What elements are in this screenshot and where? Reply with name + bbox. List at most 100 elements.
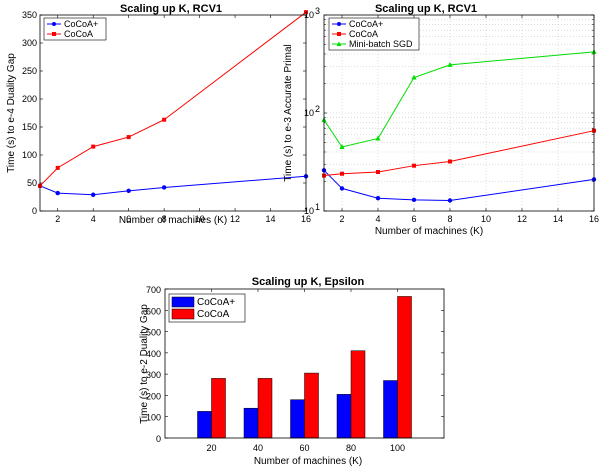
y-tick-exponent: 2 xyxy=(315,104,320,114)
y-tick-label: 600 xyxy=(146,306,161,316)
bar-cocoa xyxy=(305,373,319,438)
legend-label: Mini-batch SGD xyxy=(349,39,413,49)
data-point-cocoa-plus xyxy=(412,198,416,202)
chart-title: Scaling up K, RCV1 xyxy=(120,3,222,15)
y-tick-label: 500 xyxy=(146,328,161,338)
data-point-cocoa-plus xyxy=(126,189,130,193)
x-tick-label: 14 xyxy=(553,214,563,224)
chart-duality-gap-rcv1: Scaling up K, RCV1 Number of machines (K… xyxy=(6,3,311,226)
data-point-cocoa-plus xyxy=(340,186,344,190)
y-tick-label: 100 xyxy=(146,413,161,423)
legend-item-cocoa: CoCoA xyxy=(172,309,230,320)
data-point-cocoa xyxy=(376,170,380,174)
bar-cocoa xyxy=(258,378,272,438)
legend-marker xyxy=(52,32,56,36)
legend-label: CoCoA xyxy=(349,29,378,39)
data-point-cocoa-plus xyxy=(91,193,95,197)
chart-duality-gap-epsilon: Scaling up K, Epsilon Number of machines… xyxy=(139,276,444,467)
legend-label: CoCoA xyxy=(64,29,93,39)
x-tick-label: 10 xyxy=(481,214,491,224)
data-point-cocoa-plus xyxy=(162,185,166,189)
bar-cocoa xyxy=(398,296,412,438)
y-axis-label: Time (s) to e-4 Duality Gap xyxy=(6,53,17,173)
data-point-cocoa-plus xyxy=(376,196,380,200)
data-point-cocoa xyxy=(340,172,344,176)
y-tick-label: 400 xyxy=(146,349,161,359)
bar-cocoa-plus xyxy=(291,400,305,438)
y-tick-label: 200 xyxy=(146,391,161,401)
legend-swatch xyxy=(172,297,194,307)
series-line-cocoa-plus xyxy=(40,176,306,194)
legend-label: CoCoA+ xyxy=(64,19,98,29)
y-tick-label: 10 xyxy=(304,10,314,20)
x-tick-label: 40 xyxy=(253,443,263,453)
x-tick-label: 80 xyxy=(346,443,356,453)
legend-marker xyxy=(337,22,341,26)
ticks: 2 4 6 8 10 12 14 16 0 50 100 150 200 250 300 350 xyxy=(22,10,311,224)
y-tick-label: 300 xyxy=(146,370,161,380)
bar-cocoa xyxy=(351,351,365,438)
legend: CoCoA+ CoCoA Mini-batch SGD xyxy=(329,18,419,50)
y-tick-label: 300 xyxy=(22,38,37,48)
legend-label: CoCoA+ xyxy=(349,19,383,29)
y-tick-label: 0 xyxy=(32,206,37,216)
x-tick-label: 14 xyxy=(266,214,276,224)
data-point-cocoa xyxy=(162,118,166,122)
y-tick-label: 150 xyxy=(22,122,37,132)
x-tick-label: 6 xyxy=(126,214,131,224)
chart-accurate-primal-rcv1: Scaling up K, RCV1 Number of machines (K… xyxy=(283,3,599,237)
y-tick-exponent: 3 xyxy=(315,6,320,16)
data-point-cocoa xyxy=(127,135,131,139)
x-tick-label: 8 xyxy=(447,214,452,224)
y-tick-label: 200 xyxy=(22,94,37,104)
y-tick-exponent: 1 xyxy=(315,202,320,212)
x-tick-label: 8 xyxy=(162,214,167,224)
y-tick-label: 10 xyxy=(304,206,314,216)
data-point-mini-batch-sgd xyxy=(375,136,380,141)
x-tick-label: 12 xyxy=(230,214,240,224)
legend-item-cocoa-plus: CoCoA+ xyxy=(172,297,235,308)
x-axis-label: Number of machines (K) xyxy=(254,456,362,467)
data-point-cocoa-plus xyxy=(56,191,60,195)
x-tick-label: 100 xyxy=(390,443,405,453)
x-axis-label: Number of machines (K) xyxy=(119,215,227,226)
x-tick-label: 10 xyxy=(195,214,205,224)
series-line-cocoa xyxy=(324,131,594,176)
x-tick-label: 12 xyxy=(517,214,527,224)
y-axis-label: Time (s) to e-3 Accurate Primal xyxy=(283,44,294,181)
x-tick-label: 4 xyxy=(91,214,96,224)
legend-swatch xyxy=(172,309,194,319)
data-point-cocoa xyxy=(56,166,60,170)
x-axis-label: Number of machines (K) xyxy=(375,226,483,237)
legend: CoCoA+ CoCoA xyxy=(169,294,245,322)
bar-cocoa-plus xyxy=(384,381,398,438)
legend-label: CoCoA xyxy=(197,309,230,320)
x-tick-label: 20 xyxy=(206,443,216,453)
data-point-cocoa xyxy=(448,159,452,163)
series-line-cocoa-plus xyxy=(324,170,594,200)
y-tick-label: 350 xyxy=(22,10,37,20)
plot-area xyxy=(321,49,596,203)
bar-cocoa-plus xyxy=(198,411,212,438)
y-axis-label: Time (s) to e-2 Duality Gap xyxy=(139,304,150,424)
y-tick-label: 700 xyxy=(146,285,161,295)
legend-marker xyxy=(52,22,56,26)
x-tick-label: 4 xyxy=(375,214,380,224)
chart-title: Scaling up K, Epsilon xyxy=(252,276,365,288)
x-tick-label: 6 xyxy=(411,214,416,224)
legend-label: CoCoA+ xyxy=(197,297,235,308)
y-tick-label: 50 xyxy=(27,178,37,188)
x-tick-label: 2 xyxy=(339,214,344,224)
data-point-cocoa xyxy=(412,164,416,168)
y-tick-label: 250 xyxy=(22,66,37,76)
bar-cocoa-plus xyxy=(337,394,351,438)
legend: CoCoA+ CoCoA xyxy=(44,18,106,40)
y-tick-label: 100 xyxy=(22,150,37,160)
y-tick-label: 0 xyxy=(156,434,161,444)
x-tick-label: 16 xyxy=(589,214,599,224)
data-point-cocoa-plus xyxy=(448,198,452,202)
x-tick-label: 2 xyxy=(55,214,60,224)
bar-cocoa-plus xyxy=(244,408,258,438)
x-tick-label: 60 xyxy=(299,443,309,453)
